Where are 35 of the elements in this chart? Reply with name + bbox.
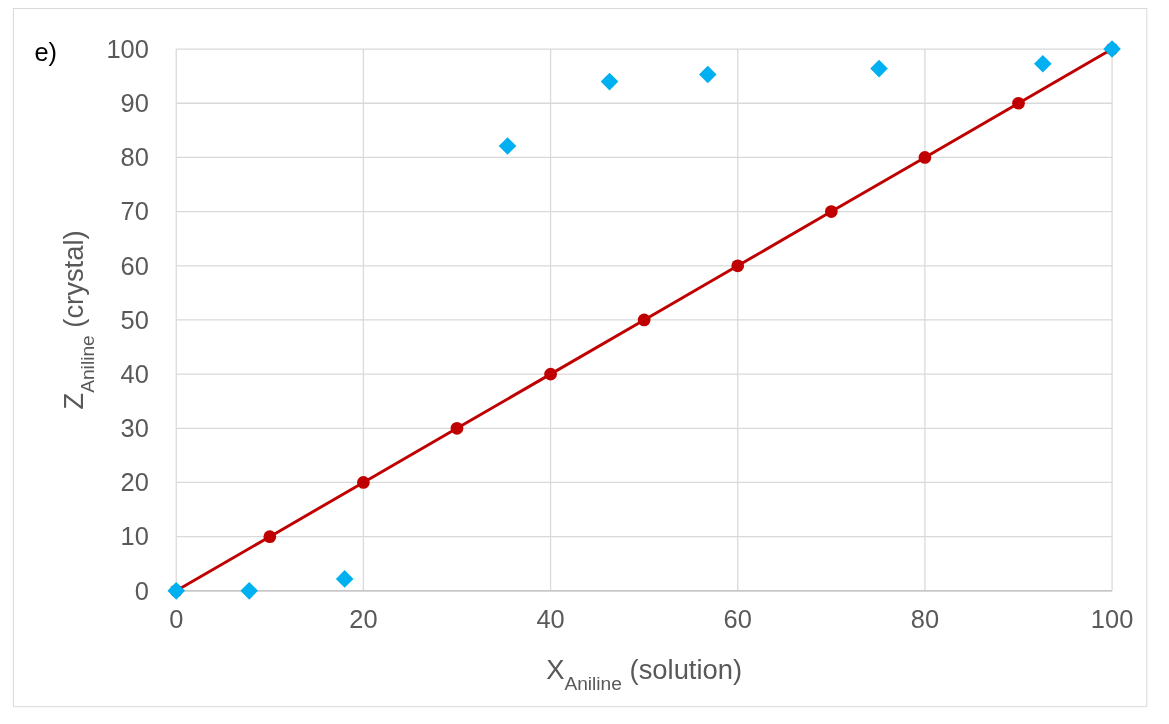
y-tick-label: 60	[120, 251, 149, 280]
y-tick-label: 0	[134, 576, 149, 605]
y-tick-label: 90	[120, 89, 149, 118]
x-axis-title: X$_{Aniline}$ (solution)	[546, 653, 743, 694]
point	[450, 421, 464, 435]
point	[698, 65, 717, 84]
point	[731, 259, 745, 273]
point	[1012, 96, 1025, 110]
y-tick-label: 20	[120, 468, 149, 497]
y-tick-label: 70	[120, 197, 149, 226]
point	[1034, 54, 1052, 73]
y-tick-label: 80	[120, 143, 149, 172]
point	[918, 151, 932, 164]
x-tick-label: 20	[349, 604, 378, 633]
y-tick-label: 10	[120, 522, 149, 551]
point	[824, 205, 838, 218]
point	[870, 59, 888, 78]
point	[637, 313, 651, 327]
point	[263, 530, 277, 544]
y-tick-label: 100	[106, 34, 149, 63]
y-tick-label: 40	[120, 359, 149, 388]
x-tick-label: 60	[723, 604, 752, 633]
point	[240, 582, 259, 600]
point	[335, 570, 354, 588]
x-tick-label: 80	[910, 604, 940, 633]
x-tick-label: 100	[1090, 604, 1134, 633]
point	[357, 476, 370, 489]
x-tick-label: 40	[536, 604, 565, 633]
x-tick-label: 0	[169, 604, 184, 633]
y-tick-label: 30	[120, 414, 149, 443]
point	[600, 72, 619, 91]
point	[498, 137, 517, 155]
point	[544, 367, 557, 381]
y-tick-label: 50	[120, 305, 149, 334]
text: e)	[34, 37, 58, 66]
